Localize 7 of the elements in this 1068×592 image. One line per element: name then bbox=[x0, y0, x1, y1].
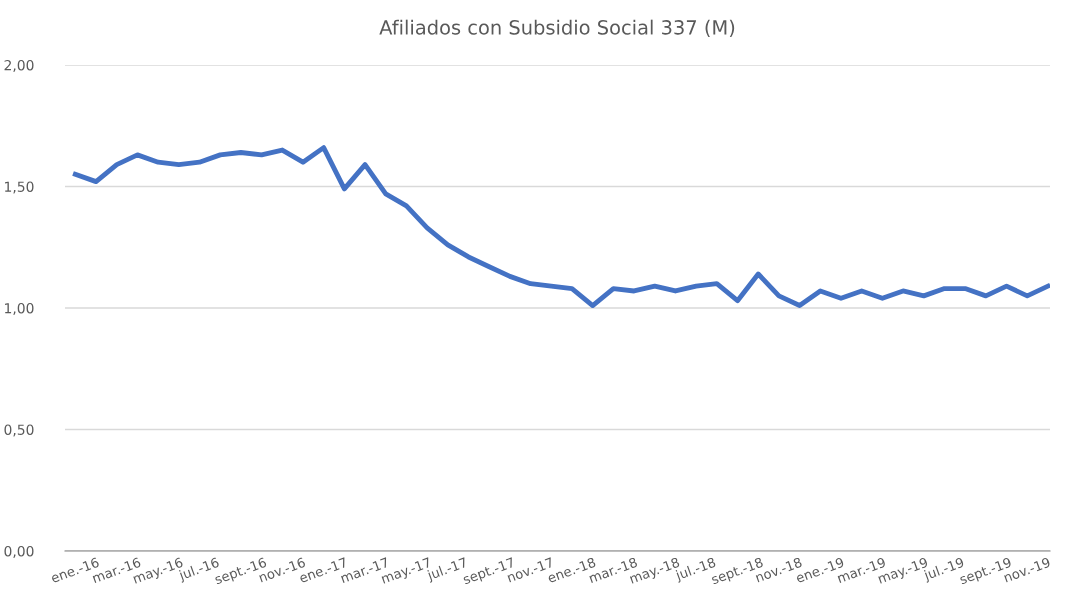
chart-title: Afiliados con Subsidio Social 337 (M) bbox=[379, 19, 735, 38]
y-tick-label: 1,00 bbox=[5, 302, 34, 315]
y-tick-label: 1,50 bbox=[5, 181, 34, 194]
line-series bbox=[72, 145, 1050, 308]
y-tick-label: 2,00 bbox=[4, 59, 34, 72]
y-tick-label: 0,50 bbox=[4, 424, 34, 437]
y-tick-label: 0,00 bbox=[4, 545, 34, 558]
